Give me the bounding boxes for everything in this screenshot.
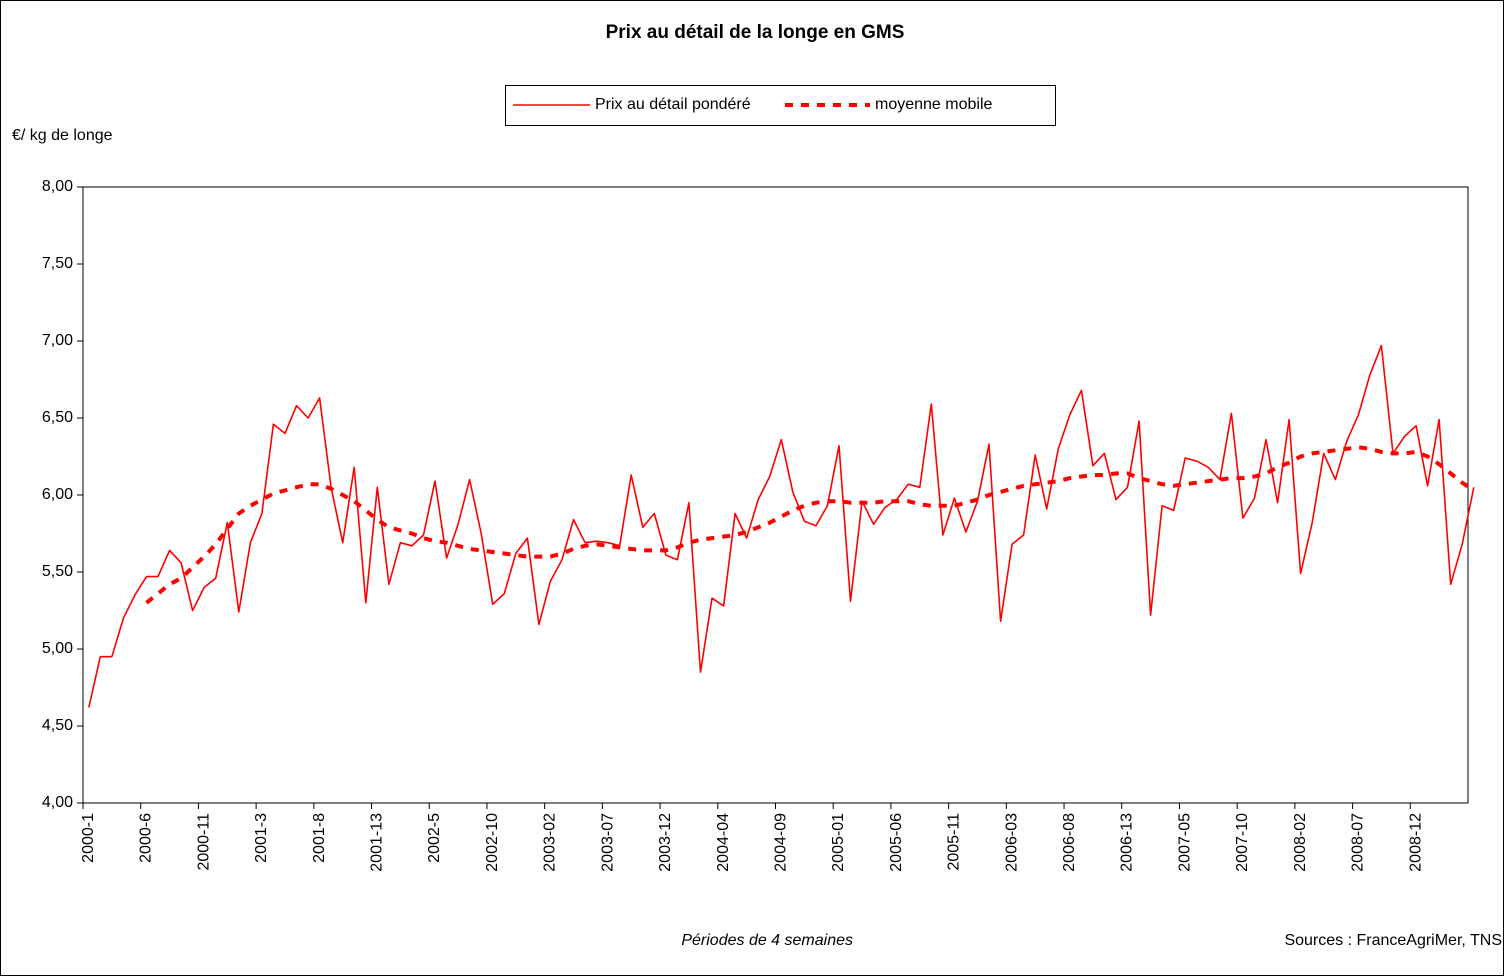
x-tick-label: 2001-8: [311, 813, 328, 863]
y-tick-label: 8,00: [42, 178, 73, 195]
x-tick-label: 2002-5: [426, 813, 443, 863]
y-tick-label: 5,50: [42, 563, 73, 580]
x-tick-label: 2008-07: [1350, 813, 1367, 872]
legend-label: Prix au détail pondéré: [595, 96, 751, 113]
x-tick-label: 2000-6: [138, 813, 155, 863]
y-tick-label: 6,00: [42, 486, 73, 503]
chart-title: Prix au détail de la longe en GMS: [606, 22, 905, 43]
x-tick-label: 2007-10: [1234, 813, 1251, 872]
x-tick-label: 2006-08: [1061, 813, 1078, 872]
x-tick-label: 2007-05: [1176, 813, 1193, 872]
y-tick-label: 5,00: [42, 640, 73, 657]
y-tick-label: 7,50: [42, 255, 73, 272]
y-tick-label: 4,50: [42, 717, 73, 734]
x-tick-label: 2002-10: [484, 813, 501, 872]
x-tick-label: 2005-01: [830, 813, 847, 872]
legend: [505, 85, 1056, 126]
x-tick-label: 2008-12: [1407, 813, 1424, 872]
x-tick-label: 2001-3: [253, 813, 270, 863]
x-tick-label: 2004-04: [715, 813, 732, 872]
source: Sources : FranceAgriMer, TNS: [1284, 932, 1502, 949]
series-line: [145, 445, 1475, 605]
x-tick-label: 2008-02: [1292, 813, 1309, 872]
x-tick-label: 2003-02: [542, 813, 559, 872]
x-tick-label: 2000-1: [80, 813, 97, 863]
y-axis-label: €/ kg de longe: [12, 127, 113, 144]
y-tick-label: 4,00: [42, 794, 73, 811]
y-tick-label: 6,50: [42, 409, 73, 426]
x-tick-label: 2006-03: [1003, 813, 1020, 872]
plot-area: [82, 186, 1469, 804]
series-line: [88, 344, 1475, 708]
x-tick-label: 2005-11: [946, 813, 963, 871]
x-tick-label: 2003-12: [657, 813, 674, 872]
x-tick-label: 2003-07: [599, 813, 616, 872]
x-tick-label: 2004-09: [772, 813, 789, 872]
y-tick-label: 7,00: [42, 332, 73, 349]
x-tick-label: 2005-06: [888, 813, 905, 872]
x-tick-label: 2006-13: [1119, 813, 1136, 872]
legend-label: moyenne mobile: [875, 96, 993, 113]
x-tick-label: 2001-13: [369, 813, 386, 872]
x-tick-label: 2000-11: [195, 813, 212, 871]
x-axis-label: Périodes de 4 semaines: [681, 932, 853, 949]
